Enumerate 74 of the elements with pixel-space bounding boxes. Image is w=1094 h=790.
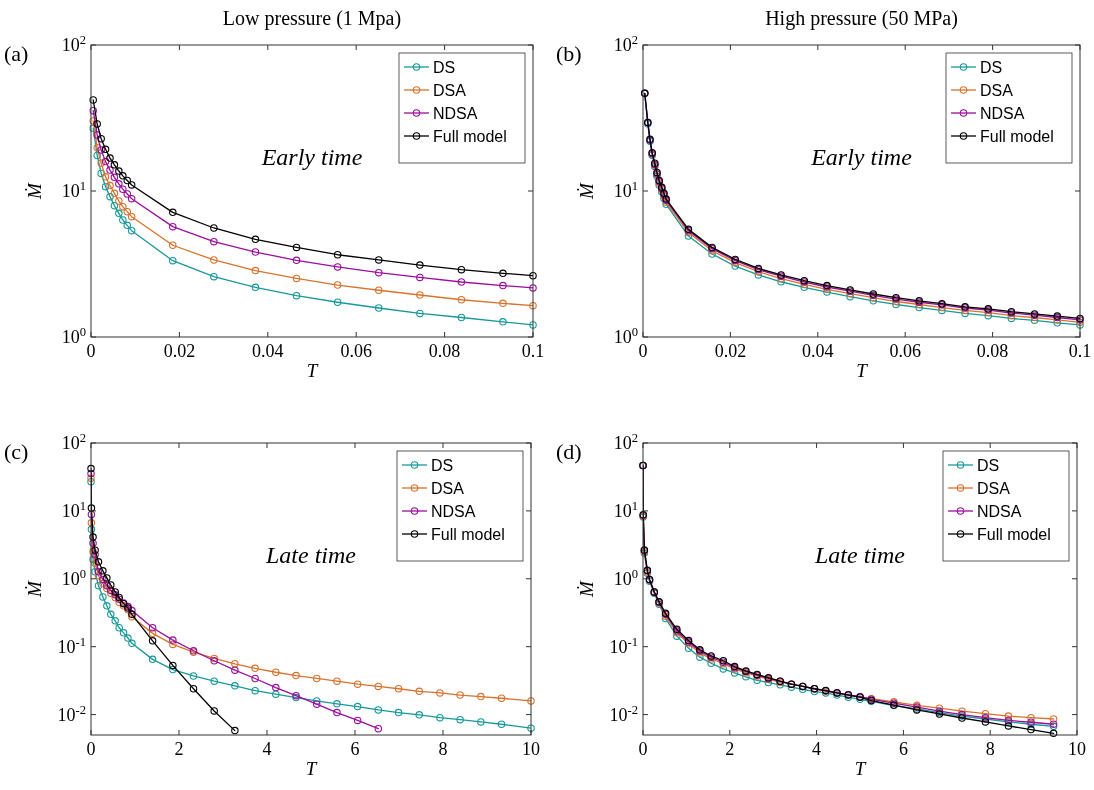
annotation: Late time	[265, 542, 357, 568]
x-tick-label: 10	[1068, 739, 1086, 759]
y-tick-label: 10$^{-1}$	[609, 634, 638, 657]
legend-label: NDSA	[980, 105, 1025, 122]
legend-label: DSA	[977, 480, 1011, 497]
legend-label: DSA	[433, 82, 467, 99]
x-tick-label: 0	[638, 739, 648, 759]
y-axis-title: Ṁ	[576, 579, 597, 598]
chart-title: Low pressure (1 Mpa)	[222, 7, 402, 30]
x-tick-label: 4	[262, 739, 272, 759]
x-axis-title: T	[305, 758, 318, 779]
y-axis-title: Ṁ	[24, 579, 45, 598]
x-axis-title: T	[856, 360, 869, 381]
annotation: Early time	[260, 144, 363, 170]
x-tick-label: 0	[638, 341, 648, 361]
x-tick-label: 0.06	[340, 341, 372, 361]
x-axis-title: T	[854, 758, 867, 779]
y-tick-label: 10$^{1}$	[613, 498, 638, 521]
legend-label: Full model	[977, 526, 1051, 543]
text: (c)	[4, 439, 29, 464]
legend-label: DS	[431, 457, 454, 474]
y-axis-title: Ṁ	[24, 181, 45, 200]
x-axis-title: T	[306, 360, 319, 381]
chart-title: High pressure (50 MPa)	[765, 7, 958, 30]
legend-label: DS	[433, 59, 456, 76]
y-tick-label: 10$^{1}$	[61, 179, 86, 201]
x-tick-label: 0.08	[428, 341, 461, 361]
x-tick-label: 0.1	[521, 341, 545, 361]
legend-label: NDSA	[431, 503, 476, 520]
y-tick-label: 10$^{2}$	[61, 431, 86, 453]
legend-label: DSA	[980, 82, 1014, 99]
x-tick-label: 0.02	[714, 341, 747, 361]
y-tick-label: 10$^{0}$	[61, 566, 86, 589]
y-tick-label: 10$^{1}$	[613, 179, 638, 201]
y-axis-title: Ṁ	[576, 181, 597, 200]
text: (b)	[556, 41, 582, 66]
y-tick-label: 10$^{2}$	[613, 33, 638, 55]
annotation: Early time	[810, 144, 913, 170]
legend-label: DS	[980, 59, 1003, 76]
y-tick-label: 10$^{-1}$	[57, 634, 86, 657]
legend-label: Full model	[980, 128, 1054, 145]
text: (d)	[556, 439, 582, 464]
x-tick-label: 0	[86, 341, 96, 361]
x-tick-label: 0.1	[1068, 341, 1092, 361]
x-tick-label: 2	[725, 739, 735, 759]
text: (a)	[4, 41, 29, 66]
x-tick-label: 4	[812, 739, 822, 759]
legend-label: DSA	[431, 480, 465, 497]
x-tick-label: 2	[174, 739, 184, 759]
x-tick-label: 0	[86, 739, 96, 759]
y-tick-label: 10$^{2}$	[613, 431, 638, 453]
x-tick-label: 10	[522, 739, 540, 759]
y-tick-label: 10$^{0}$	[613, 566, 638, 589]
x-tick-label: 0.04	[802, 341, 834, 361]
x-tick-label: 8	[438, 739, 448, 759]
x-tick-label: 0.02	[163, 341, 196, 361]
legend-label: Full model	[433, 128, 507, 145]
y-tick-label: 10$^{0}$	[613, 325, 638, 347]
x-tick-label: 0.04	[252, 341, 284, 361]
x-tick-label: 8	[985, 739, 995, 759]
x-tick-label: 0.08	[976, 341, 1009, 361]
x-tick-label: 6	[898, 739, 908, 759]
y-tick-label: 10$^{0}$	[61, 325, 86, 347]
legend-label: NDSA	[433, 105, 478, 122]
legend-label: DS	[977, 457, 1000, 474]
y-tick-label: 10$^{-2}$	[57, 702, 86, 725]
legend-label: Full model	[431, 526, 505, 543]
legend-label: NDSA	[977, 503, 1022, 520]
y-tick-label: 10$^{1}$	[61, 498, 86, 521]
annotation: Late time	[814, 542, 906, 568]
y-tick-label: 10$^{-2}$	[609, 702, 638, 725]
x-tick-label: 6	[350, 739, 360, 759]
y-tick-label: 10$^{2}$	[61, 33, 86, 55]
x-tick-label: 0.06	[889, 341, 921, 361]
